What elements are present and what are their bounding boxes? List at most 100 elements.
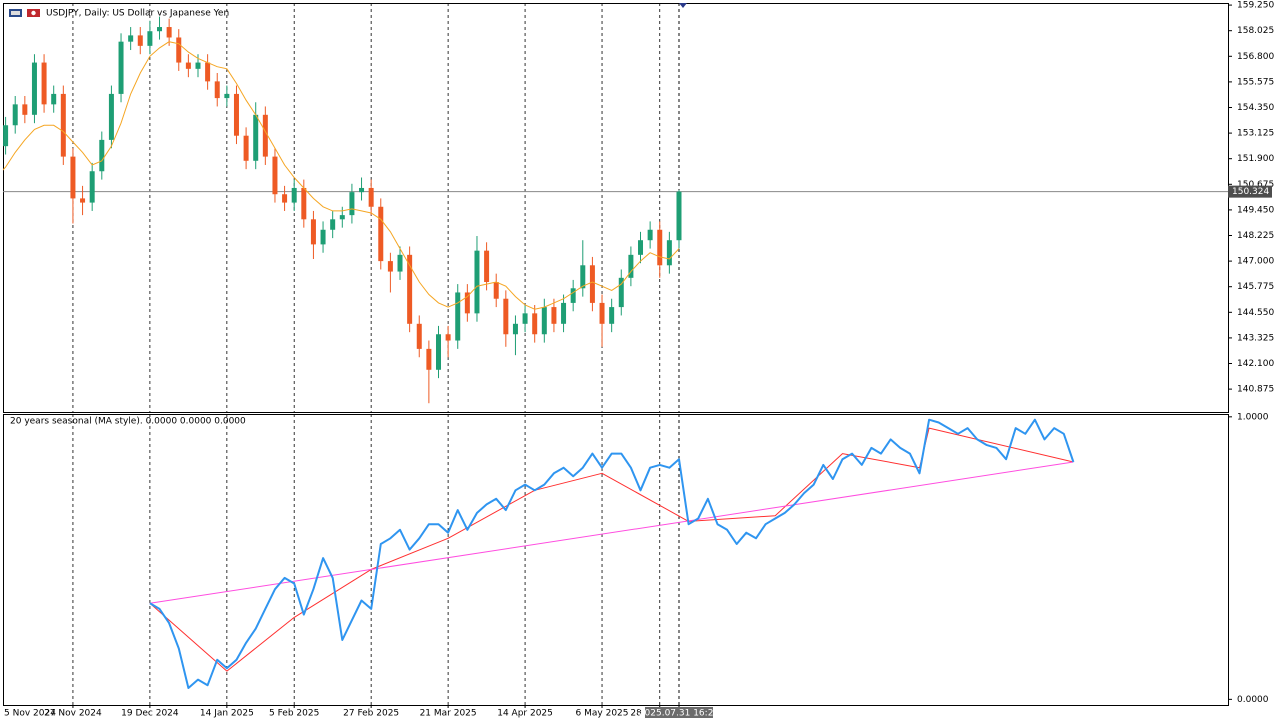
candle-body [407,254,413,324]
candle-body [157,27,163,32]
candle-body [435,334,441,370]
x-tick-label: 27 Nov 2024 [44,709,102,719]
candle-body [455,292,461,341]
moving-average [3,41,680,310]
candle-body [108,93,114,140]
x-tick-label: 14 Apr 2025 [497,709,553,719]
candle-body [60,93,66,157]
candle-body [522,313,528,324]
price-label-box [1228,185,1272,198]
candle-body [243,135,249,161]
candle-body [512,323,518,335]
candle-body [541,307,547,335]
candle-body [282,194,288,203]
candle-body [166,27,172,38]
price-pane [3,3,1229,413]
y-tick-label: 151.900 [1237,154,1274,164]
candle-body [416,323,422,349]
candle-body [147,31,153,46]
candle-body [195,62,201,69]
y-tick-label: 0.0000 [1237,695,1269,705]
candle-body [387,261,393,272]
y-tick-label: 156.800 [1237,52,1274,62]
price-plot [3,3,1228,412]
candle-body [99,139,105,172]
candle-body [484,250,490,283]
y-tick-label: 159.250 [1237,1,1274,11]
x-tick-label: 21 Mar 2025 [420,709,477,719]
cursor-time-box [644,707,713,718]
x-tick-label: 5 Feb 2025 [269,709,319,719]
candle-body [474,250,480,314]
candle-body [580,265,586,289]
y-tick-label: 145.775 [1237,282,1274,292]
indicator-pane [3,414,1229,706]
symbol-icon [31,10,36,16]
candle-body [41,62,47,105]
candle-body [609,307,615,324]
candle-body [262,114,268,157]
cursor-marker [679,3,687,8]
candle-body [118,41,124,94]
cursor-time-label: 2025.07.31 16:23 [639,709,719,719]
candle-body [330,219,336,230]
candle-body [618,277,624,308]
candle-body [378,206,384,262]
y-tick-label: 143.325 [1237,333,1274,343]
candle-body [233,93,239,136]
candle-body [320,229,326,245]
candle-body [589,265,595,303]
y-tick-label: 149.450 [1237,205,1274,215]
y-tick-label: 155.575 [1237,77,1274,87]
candle-body [349,192,355,216]
candle-body [272,156,278,195]
x-tick-label: 14 Jan 2025 [200,709,254,719]
indicator-line [149,418,1075,689]
candle-body [464,292,470,314]
candle-body [80,198,86,203]
candle-body [128,35,134,42]
candle-body [301,187,307,220]
candle-body [214,81,220,99]
candle-body [89,171,95,203]
y-tick-label: 140.875 [1237,385,1274,395]
candle-body [426,348,432,370]
candle-body [397,254,403,272]
x-tick-label: 5 Nov 2024 [4,709,56,719]
candle-body [657,229,663,266]
candle-body [224,93,230,99]
y-tick-label: 147.000 [1237,257,1274,267]
candle-body [291,187,297,203]
x-tick-label: 27 Feb 2025 [343,709,399,719]
candle-body [570,288,576,303]
y-tick-label: 153.125 [1237,129,1274,139]
candle-body [70,156,76,199]
candle-body [666,240,672,266]
candle-body [628,254,634,278]
candle-body [676,191,682,241]
indicator-plot [72,414,1075,705]
candle-body [205,62,211,82]
candle-body [310,219,316,245]
candle-body [493,282,499,299]
candle-body [51,93,57,105]
candle-body [359,187,365,193]
candle-body [503,298,509,335]
y-tick-label: 150.675 [1237,180,1274,190]
y-tick-label: 1.0000 [1237,412,1269,422]
y-tick-label: 154.350 [1237,103,1274,113]
x-tick-label: 6 May 2025 [576,709,629,719]
chart-title: USDJPY, Daily: US Dollar vs Japanese Yen [46,9,229,19]
symbol-icon [11,11,20,15]
candle-body [253,114,259,161]
indicator-line [149,461,1074,604]
y-tick-label: 144.550 [1237,308,1274,318]
candle-body [445,334,451,341]
y-tick-label: 142.100 [1237,359,1274,369]
price-label: 150.324 [1232,187,1269,197]
candle-body [339,215,345,220]
candle-body [137,35,143,46]
candle-body [647,229,653,241]
